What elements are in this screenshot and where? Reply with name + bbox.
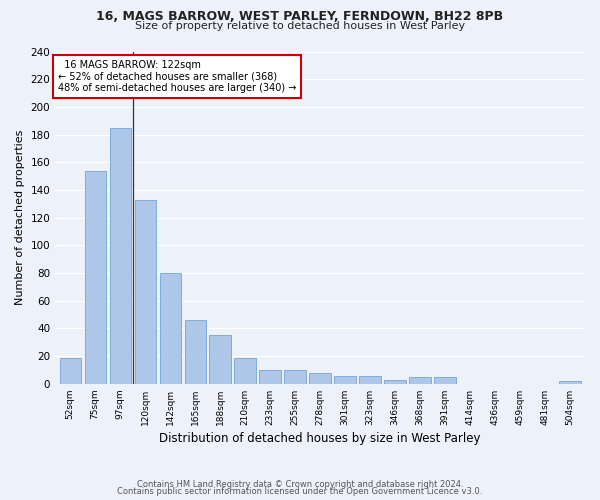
Bar [134,200,156,384]
Bar [59,358,81,384]
Bar [85,170,106,384]
Bar [310,372,331,384]
Bar [409,377,431,384]
X-axis label: Distribution of detached houses by size in West Parley: Distribution of detached houses by size … [160,432,481,445]
Bar [359,376,380,384]
Bar [334,376,356,384]
Bar [160,273,181,384]
Text: 16 MAGS BARROW: 122sqm
← 52% of detached houses are smaller (368)
48% of semi-de: 16 MAGS BARROW: 122sqm ← 52% of detached… [58,60,296,93]
Y-axis label: Number of detached properties: Number of detached properties [15,130,25,306]
Bar [110,128,131,384]
Bar [434,377,455,384]
Text: Size of property relative to detached houses in West Parley: Size of property relative to detached ho… [135,21,465,31]
Bar [559,381,581,384]
Bar [235,358,256,384]
Bar [185,320,206,384]
Bar [259,370,281,384]
Bar [209,336,231,384]
Bar [284,370,306,384]
Text: Contains public sector information licensed under the Open Government Licence v3: Contains public sector information licen… [118,488,482,496]
Text: 16, MAGS BARROW, WEST PARLEY, FERNDOWN, BH22 8PB: 16, MAGS BARROW, WEST PARLEY, FERNDOWN, … [97,10,503,23]
Bar [385,380,406,384]
Text: Contains HM Land Registry data © Crown copyright and database right 2024.: Contains HM Land Registry data © Crown c… [137,480,463,489]
